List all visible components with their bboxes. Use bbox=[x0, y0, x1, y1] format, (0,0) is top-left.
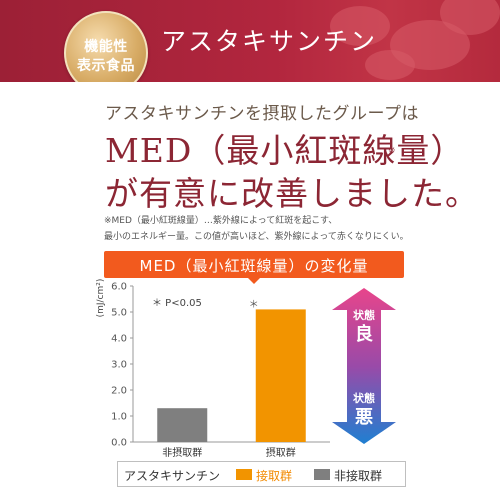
footnote-line-1: ※MED（最小紅斑線量）…紫外線によって紅斑を起こす、 bbox=[104, 216, 338, 226]
y-tick-label: 0.0 bbox=[111, 438, 127, 449]
sub-heading: アスタキサンチンを摂取したグループは bbox=[105, 104, 419, 124]
header-banner: 機能性 表示食品 アスタキサンチン bbox=[0, 0, 500, 82]
banner-title: アスタキサンチン bbox=[161, 27, 378, 56]
status-arrow-shape bbox=[332, 288, 396, 444]
footnote-line-2: 最小のエネルギー量。この値が高いほど、紫外線によって赤くなりにくい。 bbox=[104, 232, 409, 242]
bar-no-intake bbox=[157, 408, 208, 442]
badge-line-1: 機能性 bbox=[84, 39, 128, 55]
legend-swatch-no-intake bbox=[314, 469, 330, 480]
legend-swatch-intake bbox=[236, 469, 252, 480]
significance-asterisk: ＊ bbox=[249, 299, 259, 310]
legend-title: アスタキサンチン bbox=[124, 469, 221, 483]
arrow-top-big-label: 良 bbox=[355, 324, 373, 345]
headline-line-1: MED（最小紅斑線量） bbox=[105, 131, 465, 170]
y-tick-label: 5.0 bbox=[111, 308, 127, 319]
legend: アスタキサンチン 接取群 非接取群 bbox=[117, 461, 406, 487]
arrow-bottom-small-label: 状態 bbox=[353, 392, 375, 405]
arrow-bottom-big-label: 悪 bbox=[355, 407, 373, 428]
legend-label-intake: 接取群 bbox=[256, 469, 293, 483]
y-tick-label: 4.0 bbox=[111, 334, 127, 345]
badge-line-2: 表示食品 bbox=[77, 58, 135, 74]
bar-intake bbox=[255, 309, 306, 442]
headline-asterisk: ※ bbox=[388, 146, 396, 156]
chart-title: MED（最小紅斑線量）の変化量 bbox=[139, 257, 369, 275]
chart-title-bar: MED（最小紅斑線量）の変化量 bbox=[104, 251, 404, 284]
legend-label-no-intake: 非接取群 bbox=[334, 469, 383, 483]
status-arrow bbox=[332, 288, 396, 444]
functional-food-badge: 機能性 表示食品 bbox=[64, 11, 148, 82]
significance-note: ＊ P<0.05 bbox=[152, 298, 202, 309]
x-category-label: 非摂取群 bbox=[162, 446, 202, 459]
y-axis-label: (mJ/cm²) bbox=[96, 278, 106, 318]
x-category-label: 摂取群 bbox=[266, 446, 296, 459]
arrow-top-small-label: 状態 bbox=[353, 309, 375, 322]
chart-bars: 非摂取群 摂取群 ＊ bbox=[157, 299, 306, 459]
y-tick-label: 3.0 bbox=[111, 360, 127, 371]
y-tick-label: 2.0 bbox=[111, 386, 127, 397]
chart-title-notch bbox=[247, 277, 261, 284]
y-tick-label: 1.0 bbox=[111, 412, 127, 423]
headline-line-2: が有意に改善しました。 bbox=[105, 174, 479, 213]
y-tick-label: 6.0 bbox=[111, 282, 127, 293]
